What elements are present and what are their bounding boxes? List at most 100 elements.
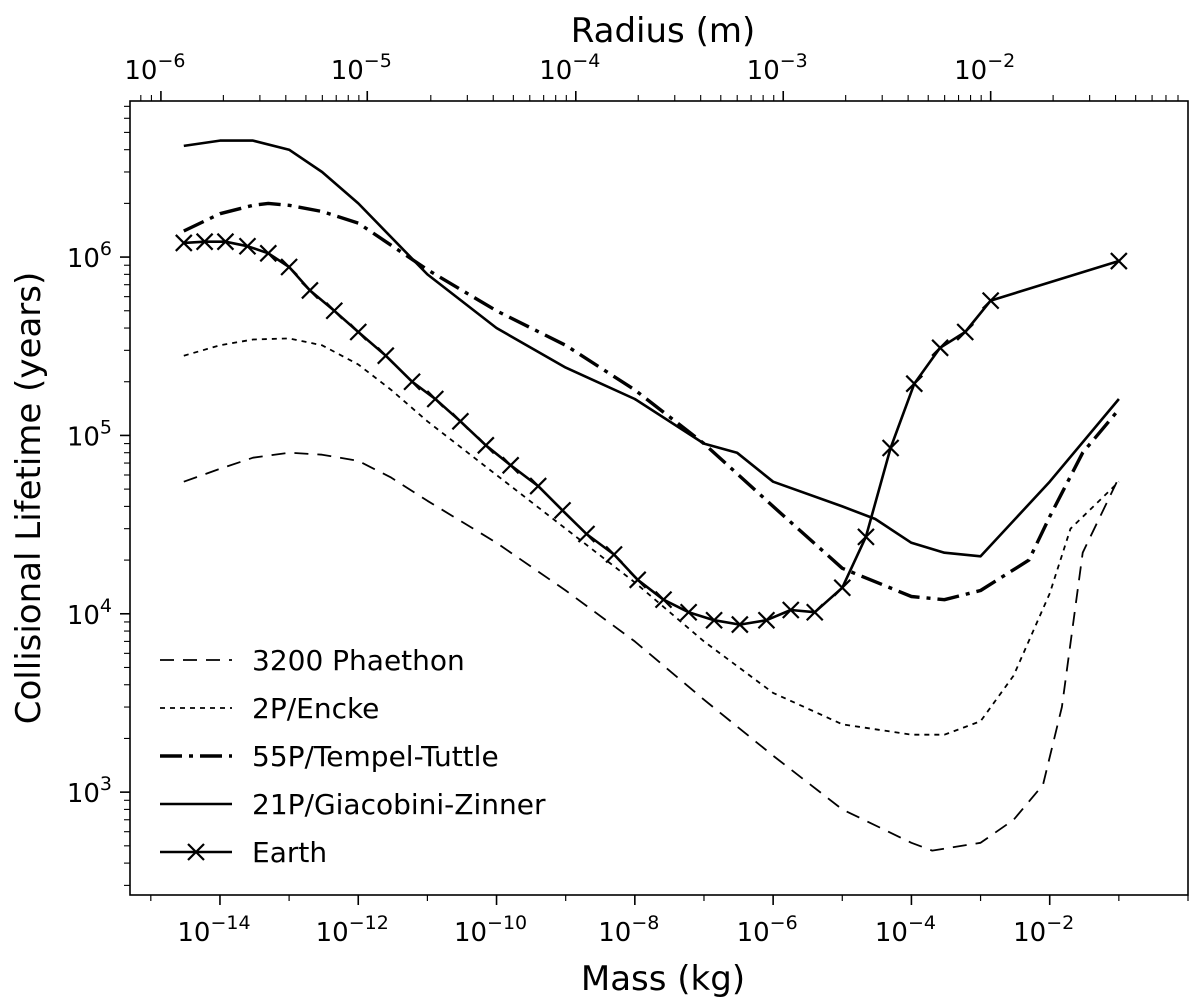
top-axis-title: Radius (m) (571, 11, 755, 51)
x-tick-label: 10−4 (875, 912, 936, 948)
x-tick-label-exponent: −4 (908, 912, 936, 934)
x-axis-title: Mass (kg) (581, 959, 745, 999)
data-point (905, 374, 924, 393)
legend-label: 2P/Encke (252, 692, 379, 725)
data-point (731, 615, 749, 634)
legend-label: 55P/Tempel-Tuttle (252, 740, 499, 773)
legend-entry: 55P/Tempel-Tuttle (160, 740, 499, 773)
data-point (325, 301, 344, 320)
plot-area (129, 100, 1189, 896)
y-tick-label-exponent: 6 (100, 238, 112, 260)
y-tick-label: 103 (67, 773, 112, 809)
data-point (195, 232, 214, 251)
data-point (781, 601, 800, 619)
data-point (259, 244, 278, 263)
series-4 (175, 232, 1128, 634)
legend-label: Earth (252, 836, 327, 869)
data-point (805, 603, 824, 622)
x2-tick-label-base: 10 (124, 56, 157, 86)
y-tick-label-exponent: 5 (100, 416, 112, 438)
x-tick-label: 10−10 (454, 912, 527, 948)
data-point (280, 258, 298, 276)
legend-entry: Earth (160, 836, 327, 869)
data-point (705, 611, 723, 630)
data-point (654, 590, 673, 609)
legend-marker (187, 843, 205, 861)
legend-entry: 21P/Giacobini-Zinner (160, 788, 546, 821)
x-tick-label-exponent: −8 (631, 912, 659, 934)
y-tick-label-exponent: 4 (100, 595, 112, 617)
x2-tick-label-exponent: −2 (987, 50, 1015, 72)
ticks-layer: 10−14 10−12 10−10 10−8 10−6 10−4 10−2103104105… (67, 50, 1189, 948)
x-tick-label-base: 10 (875, 918, 908, 948)
y-tick-label-exponent: 3 (100, 773, 112, 795)
y-tick-label-base: 10 (67, 779, 100, 809)
data-point (833, 578, 852, 597)
x2-tick-label: 10−4 (539, 50, 600, 86)
legend: 3200 Phaethon 2P/Encke 55P/Tempel-Tuttle 21… (160, 644, 546, 869)
data-point (301, 281, 319, 300)
x-tick-label-base: 10 (1013, 918, 1046, 948)
series-layer (175, 139, 1128, 852)
data-point (175, 234, 193, 252)
x-tick-label-base: 10 (316, 918, 349, 948)
data-point (628, 571, 647, 589)
x-tick-label: 10−8 (598, 912, 659, 948)
y-tick-label: 105 (67, 416, 112, 452)
x-tick-label-base: 10 (598, 918, 631, 948)
legend-entry: 2P/Encke (160, 692, 379, 725)
data-point (501, 456, 520, 475)
legend-entry: 3200 Phaethon (160, 644, 465, 677)
x-tick-label-exponent: −14 (210, 912, 250, 934)
x2-tick-label-exponent: −4 (572, 50, 600, 72)
x-tick-label: 10−12 (316, 912, 389, 948)
data-point (477, 436, 495, 455)
x-tick-label-exponent: −10 (487, 912, 527, 934)
data-point (349, 323, 368, 341)
x2-tick-label-exponent: −3 (780, 50, 808, 72)
y-axis-title: Collisional Lifetime (years) (9, 272, 49, 724)
series-line (183, 451, 1120, 852)
data-point (857, 528, 875, 546)
series-3 (183, 139, 1120, 558)
data-point (757, 611, 776, 630)
series-line (183, 139, 1120, 558)
series-0 (183, 451, 1120, 852)
x2-tick-label-base: 10 (539, 56, 572, 86)
x-tick-label: 10−2 (1013, 912, 1074, 948)
data-point (577, 525, 596, 543)
data-point (931, 339, 949, 357)
data-point (553, 501, 572, 520)
data-point (605, 545, 623, 564)
data-point (451, 412, 470, 431)
x2-tick-label: 10−3 (747, 50, 808, 86)
data-point (956, 323, 975, 341)
x-tick-label-base: 10 (454, 918, 487, 948)
legend-label: 21P/Giacobini-Zinner (252, 788, 546, 821)
y-tick-label-base: 10 (67, 601, 100, 631)
data-point (376, 346, 395, 365)
data-point (981, 291, 1000, 310)
data-point (426, 390, 445, 408)
x-tick-label: 10−6 (737, 912, 798, 948)
x2-tick-label: 10−6 (124, 50, 185, 86)
data-point (529, 477, 547, 495)
x-tick-label: 10−14 (177, 912, 250, 948)
x-tick-label-base: 10 (177, 918, 210, 948)
data-point (238, 237, 257, 256)
y-tick-label: 106 (67, 238, 112, 274)
data-point (679, 603, 698, 622)
x2-tick-label-exponent: −5 (364, 50, 392, 72)
series-line (183, 201, 1121, 602)
y-tick-label-base: 10 (67, 422, 100, 452)
data-point (403, 372, 421, 391)
x-tick-label-exponent: −6 (770, 912, 798, 934)
x2-tick-label-base: 10 (954, 56, 987, 86)
legend-label: 3200 Phaethon (252, 644, 465, 677)
x2-tick-label: 10−2 (954, 50, 1015, 86)
y-tick-label: 104 (67, 595, 112, 631)
x-tick-label-exponent: −12 (349, 912, 389, 934)
x2-tick-label-base: 10 (747, 56, 780, 86)
x2-tick-label-base: 10 (331, 56, 364, 86)
